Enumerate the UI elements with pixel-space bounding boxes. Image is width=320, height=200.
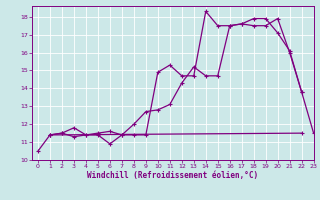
X-axis label: Windchill (Refroidissement éolien,°C): Windchill (Refroidissement éolien,°C) [87,171,258,180]
